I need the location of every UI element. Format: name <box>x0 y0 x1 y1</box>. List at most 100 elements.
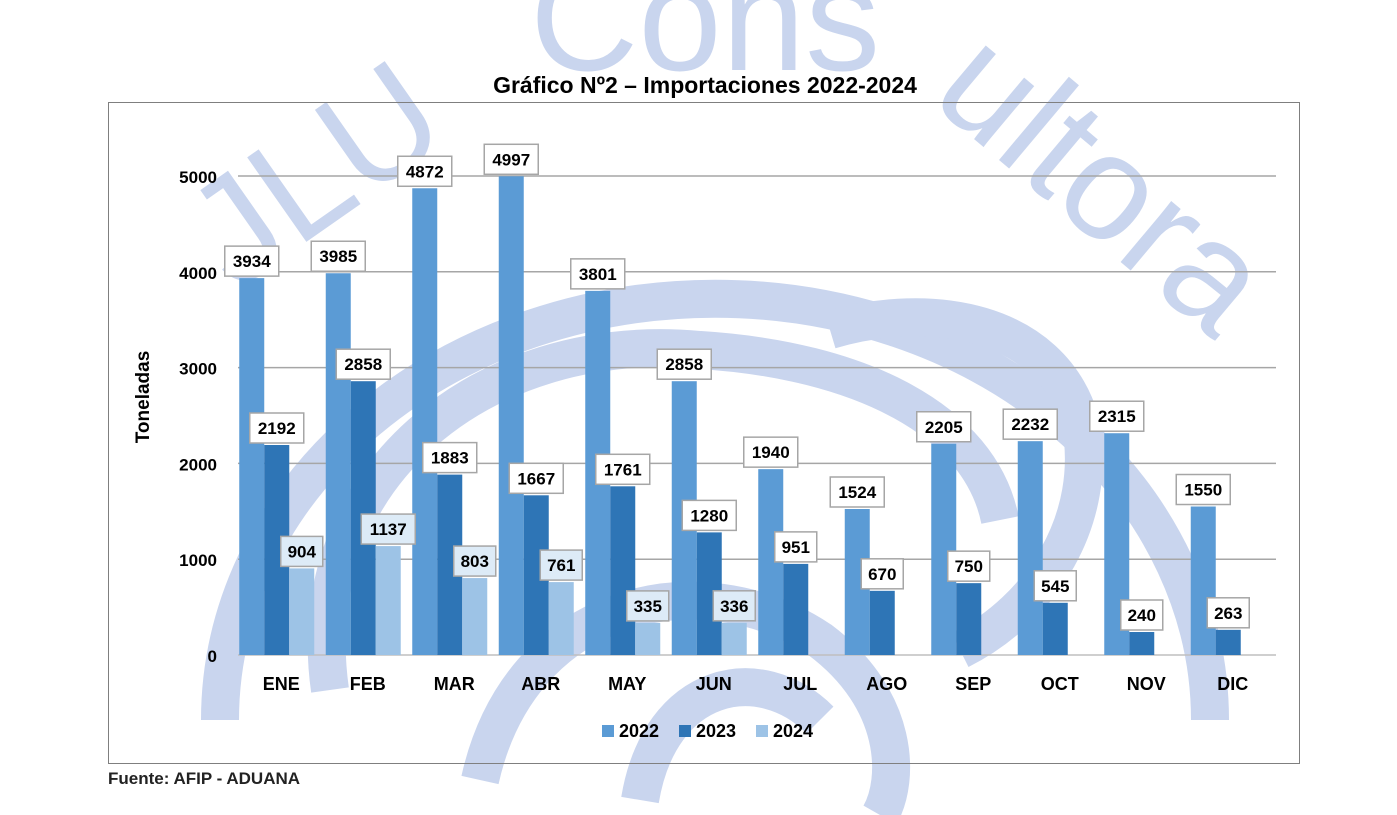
data-label-box <box>1089 400 1145 432</box>
data-label: 2192 <box>258 419 296 438</box>
data-label: 4997 <box>492 150 530 169</box>
x-tick-label: AGO <box>866 674 907 694</box>
data-label-box <box>360 513 416 545</box>
x-tick-label: NOV <box>1127 674 1166 694</box>
data-label-box <box>397 155 453 188</box>
data-label-box <box>310 240 366 272</box>
legend-label-2024: 2024 <box>773 721 813 741</box>
bar-2023 <box>783 563 809 655</box>
x-tick-label: JUN <box>696 674 732 694</box>
bar-2023 <box>1129 632 1155 655</box>
bar-2023 <box>869 590 895 655</box>
legend-label-2022: 2022 <box>619 721 659 741</box>
data-label: 2232 <box>1011 415 1049 434</box>
data-label: 336 <box>720 597 748 616</box>
data-label-box <box>508 462 564 495</box>
y-axis-title: Toneladas <box>133 351 154 444</box>
y-tick-label: 5000 <box>179 168 217 187</box>
y-tick-label: 1000 <box>179 551 217 570</box>
data-label-box <box>1120 599 1164 631</box>
data-label-box <box>483 143 539 176</box>
legend-swatch-2023 <box>679 725 691 737</box>
legend-label-2023: 2023 <box>696 721 736 741</box>
data-label: 803 <box>461 552 489 571</box>
data-label: 1550 <box>1184 481 1222 500</box>
data-label: 1524 <box>838 483 876 502</box>
bar-2022 <box>931 443 957 655</box>
x-tick-label: MAY <box>608 674 646 694</box>
x-tick-label: ABR <box>521 674 560 694</box>
legend-swatch-2024 <box>756 725 768 737</box>
legend: 2022 2023 2024 <box>602 721 813 741</box>
data-label-box <box>681 499 737 532</box>
x-tick-label: OCT <box>1041 674 1079 694</box>
data-label-box <box>249 412 305 444</box>
data-label: 263 <box>1214 604 1242 623</box>
data-label-box <box>774 531 818 563</box>
data-label-box <box>1033 570 1077 602</box>
data-label-box <box>860 558 904 590</box>
bar-2024 <box>375 546 401 655</box>
data-label: 670 <box>868 565 896 584</box>
bar-2022 <box>412 188 438 656</box>
axes: 0 1000 2000 3000 4000 5000 Toneladas ENE FEB MAR A… <box>133 168 1248 694</box>
data-label-box <box>453 545 497 577</box>
bar-2023 <box>1042 602 1068 655</box>
data-label: 2315 <box>1098 407 1136 426</box>
bar-2022 <box>1190 506 1216 655</box>
x-tick-label: DIC <box>1217 674 1248 694</box>
data-label-box <box>1206 597 1250 629</box>
x-tick-label: JUL <box>783 674 817 694</box>
data-label: 3985 <box>319 247 357 266</box>
data-label: 1761 <box>604 460 642 479</box>
x-tick-label: FEB <box>350 674 386 694</box>
data-label: 2858 <box>344 355 382 374</box>
y-tick-label: 0 <box>208 647 217 666</box>
data-label-box <box>224 245 280 277</box>
source-note: Fuente: AFIP - ADUANA <box>108 769 301 788</box>
data-label-box <box>712 590 756 622</box>
data-label-box <box>916 411 972 443</box>
data-label: 1883 <box>431 449 469 468</box>
data-label: 545 <box>1041 577 1069 596</box>
bar-2024 <box>548 582 574 655</box>
data-label-box <box>422 441 478 474</box>
data-label: 3801 <box>579 265 617 284</box>
data-label-box <box>1175 473 1231 506</box>
bar-2024 <box>635 622 661 655</box>
data-label: 951 <box>782 538 810 557</box>
x-tick-label: MAR <box>434 674 475 694</box>
data-label: 1940 <box>752 443 790 462</box>
data-label-box <box>656 348 712 380</box>
data-label: 904 <box>288 542 317 561</box>
bar-2024 <box>462 578 488 655</box>
data-label-box <box>570 258 626 290</box>
legend-swatch-2022 <box>602 725 614 737</box>
data-label: 2858 <box>665 355 703 374</box>
data-label-box <box>1002 408 1058 440</box>
data-label: 240 <box>1128 606 1156 625</box>
data-label: 761 <box>547 556 575 575</box>
chart-title: Gráfico Nº2 – Importaciones 2022-2024 <box>493 72 917 98</box>
data-label-box <box>335 348 391 380</box>
data-label-box <box>595 453 651 486</box>
data-labels: 3934 2192 904 3985 2858 1137 4872 1883 803 4997 16… <box>224 143 1250 631</box>
data-label: 2205 <box>925 418 963 437</box>
bar-2024 <box>289 568 315 655</box>
x-tick-label: SEP <box>955 674 991 694</box>
data-label: 335 <box>634 597 662 616</box>
bar-2023 <box>956 583 982 655</box>
data-label-box <box>947 550 991 582</box>
bar-2023 <box>1215 629 1241 655</box>
data-label-box <box>829 476 885 508</box>
bar-2022 <box>239 278 265 655</box>
bar-2024 <box>721 622 747 655</box>
y-tick-label: 4000 <box>179 264 217 283</box>
data-label: 1280 <box>690 506 728 525</box>
data-label-box <box>626 590 670 622</box>
data-label: 1137 <box>370 520 407 539</box>
data-label: 3934 <box>233 252 271 271</box>
bar-2022 <box>325 273 351 655</box>
bar-2022 <box>1017 441 1043 655</box>
